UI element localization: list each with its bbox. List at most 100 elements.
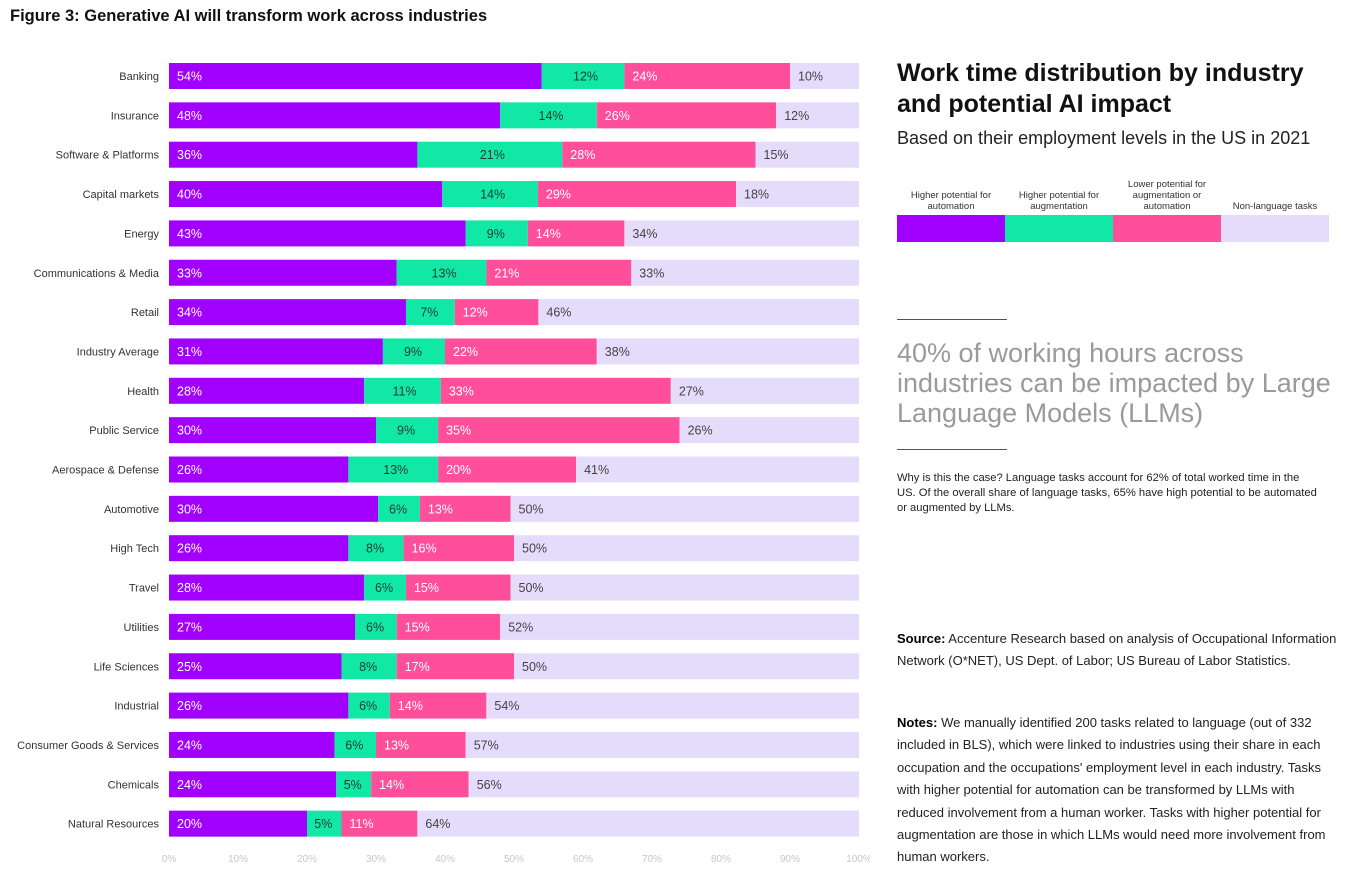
value-label: 6% [389,502,407,516]
value-label: 33% [449,384,474,398]
bar-segment [541,63,625,89]
value-label: 24% [632,70,657,84]
x-tick-label: 30% [366,854,386,865]
value-label: 11% [350,817,374,831]
category-label: Life Sciences [94,661,160,673]
bar-segment [500,613,859,640]
bar-segment [169,102,501,129]
bar-segment [169,810,307,837]
notes-label: Notes: [897,715,938,730]
legend-swatch [1005,215,1113,242]
source-text: Accenture Research based on analysis of … [897,631,1337,669]
x-tick-label: 50% [504,854,524,865]
value-label: 5% [344,778,362,792]
bar-segment [348,535,404,562]
category-label: Insurance [111,110,159,122]
legend-swatch [1113,215,1221,242]
stacked-bar-chart: Banking 54% 12% 24% 10% Insurance 48% 14% 26% 12%… [17,63,870,865]
notes-text: We manually identified 200 tasks related… [897,715,1326,865]
value-label: 57% [474,738,499,752]
bar-segment [348,692,390,719]
bar-segment [596,102,777,129]
x-tick-label: 90% [780,854,800,865]
legend-swatch [897,215,1005,242]
value-label: 56% [477,778,502,792]
bar-segment [755,141,859,168]
value-label: 33% [639,266,664,280]
bar-segment [538,299,859,326]
value-label: 6% [375,581,393,595]
bar-row: Travel 28% 6% 15% 50% [129,574,859,601]
bar-segment [670,377,859,404]
bar-segment [486,692,859,719]
legend-label: Higher potential for augmentation [1018,190,1100,212]
divider [897,319,1007,320]
value-label: 43% [177,227,202,241]
value-label: 46% [546,306,571,320]
bar-segment [341,653,397,680]
value-label: 6% [366,620,384,634]
bar-segment [169,181,443,208]
value-label: 8% [359,660,377,674]
category-label: Utilities [124,622,160,634]
bar-segment [169,377,365,404]
bar-segment [382,338,445,365]
value-label: 50% [519,502,544,516]
value-label: 6% [345,738,363,752]
bar-segment [419,495,511,522]
bar-segment [468,771,859,798]
bar-row: Aerospace & Defense 26% 13% 20% 41% [52,456,859,483]
value-label: 31% [177,345,202,359]
value-label: 15% [414,581,439,595]
value-label: 54% [494,699,519,713]
x-tick-label: 10% [228,854,248,865]
value-label: 34% [177,306,202,320]
value-label: 50% [522,542,547,556]
value-label: 48% [177,109,202,123]
category-label: Communications & Media [34,268,160,280]
value-label: 30% [177,502,202,516]
category-label: Industry Average [77,346,159,358]
x-tick-label: 70% [642,854,662,865]
value-label: 6% [359,699,377,713]
source-label: Source: [897,631,946,646]
bar-segment [169,535,349,562]
bar-segment [348,456,439,483]
bar-segment [562,141,756,168]
bar-segment [169,653,342,680]
value-label: 26% [177,463,202,477]
value-label: 26% [605,109,630,123]
bar-segment [454,299,539,326]
value-label: 9% [397,424,415,438]
value-label: 18% [744,188,769,202]
value-label: 14% [379,778,404,792]
category-label: Aerospace & Defense [52,465,159,477]
bar-segment [576,456,859,483]
bar-row: Utilities 27% 6% 15% 52% [124,613,859,640]
bar-row: Health 28% 11% 33% 27% [127,377,859,404]
bar-segment [336,771,372,798]
value-label: 10% [798,70,823,84]
highlight-text: 40% of working hours across industries c… [897,338,1331,428]
x-tick-label: 80% [711,854,731,865]
bar-segment [624,220,859,247]
value-label: 24% [177,738,202,752]
value-label: 17% [405,660,430,674]
value-label: 26% [177,699,202,713]
bar-segment [169,731,335,758]
value-label: 26% [177,542,202,556]
bar-segment [371,771,469,798]
value-label: 12% [463,306,488,320]
value-label: 36% [177,148,202,162]
bar-segment [736,181,859,208]
bar-segment [440,377,671,404]
bar-row: Retail 34% 7% 12% 46% [131,299,859,326]
value-label: 28% [570,148,595,162]
value-label: 40% [177,188,202,202]
bar-segment [169,63,542,89]
value-label: 38% [605,345,630,359]
value-label: 20% [446,463,471,477]
bar-segment [486,259,632,286]
bar-segment [417,810,859,837]
value-label: 28% [177,384,202,398]
